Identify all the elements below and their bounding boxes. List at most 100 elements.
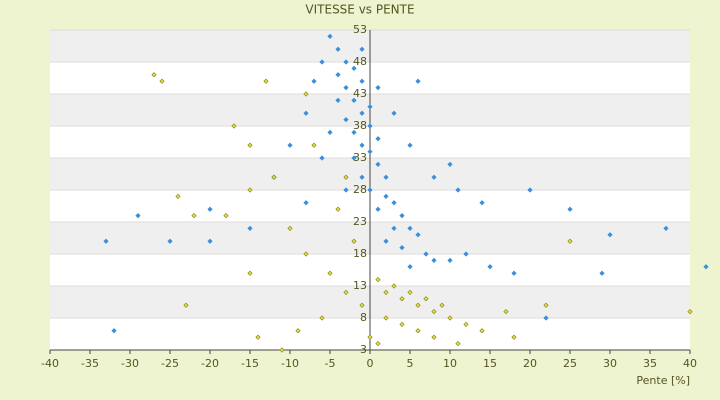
x-tick-label: -35 [81,357,99,370]
point [247,142,253,148]
point [191,212,197,219]
point [247,270,253,276]
point [527,187,533,193]
point [455,187,461,193]
x-tick-label: -15 [241,357,259,370]
y-tick-label: 48 [353,55,367,68]
point [319,155,325,161]
point [415,328,421,334]
y-tick-label: 13 [353,279,367,292]
point [359,78,365,84]
point [415,232,421,238]
chart-title: VITESSE vs PENTE [305,3,414,17]
point [399,244,405,251]
point [287,225,293,232]
point [423,296,429,302]
y-tick-label: 3 [360,343,367,356]
point [343,289,349,296]
point [463,321,469,328]
point [287,142,293,148]
point [687,308,693,315]
point [407,264,413,270]
point [431,257,437,264]
point [503,308,509,315]
point [455,340,461,347]
point [415,78,421,84]
point [431,334,437,340]
point [479,328,485,334]
point [479,200,485,206]
point [255,334,261,340]
point [407,142,413,148]
point [383,193,389,200]
point [431,174,437,180]
x-tick-label: 25 [563,357,577,370]
point [343,174,349,180]
point [567,206,573,212]
point [375,276,381,283]
point [367,104,373,110]
point [439,302,445,308]
point [543,315,549,321]
x-tick-label: 5 [407,357,414,370]
point [135,212,141,219]
point [511,334,517,340]
x-tick-label: 30 [603,357,617,370]
point [247,225,253,232]
point [207,206,213,212]
x-tick-label: -40 [41,357,59,370]
point [335,46,341,52]
point [567,238,573,244]
point [279,347,285,353]
point [703,264,709,270]
y-tick-label: 8 [360,311,367,324]
point [335,72,341,78]
x-tick-label: 35 [643,357,657,370]
point [351,238,357,244]
x-axis-label: Pente [%] [636,374,690,387]
point [359,174,365,180]
point [383,289,389,296]
point [247,187,253,193]
point [367,148,373,155]
x-tick-label: -20 [201,357,219,370]
point [423,251,429,257]
point [103,238,109,244]
point [375,206,381,212]
point [343,59,349,65]
point [375,136,381,142]
x-tick-label: -25 [161,357,179,370]
point [359,302,365,308]
point [367,187,373,193]
point [367,334,373,340]
point [383,315,389,321]
point [543,302,549,308]
point [183,302,189,308]
x-tick-label: 0 [367,357,374,370]
point [375,161,381,168]
point [391,110,397,116]
point [319,59,325,65]
point [327,129,333,136]
point [263,78,269,84]
x-tick-label: -5 [325,357,336,370]
point [319,315,325,321]
point [375,340,381,347]
point [327,270,333,276]
x-tick-label: 20 [523,357,537,370]
point [447,257,453,264]
point [159,78,165,84]
point [511,270,517,276]
point [399,212,405,219]
point [391,225,397,232]
point [343,84,349,91]
y-tick-label: 33 [353,151,367,164]
point [431,308,437,315]
x-tick-label: 15 [483,357,497,370]
point [335,206,341,212]
point [383,174,389,180]
point [311,142,317,148]
point [399,296,405,302]
point [151,72,157,78]
